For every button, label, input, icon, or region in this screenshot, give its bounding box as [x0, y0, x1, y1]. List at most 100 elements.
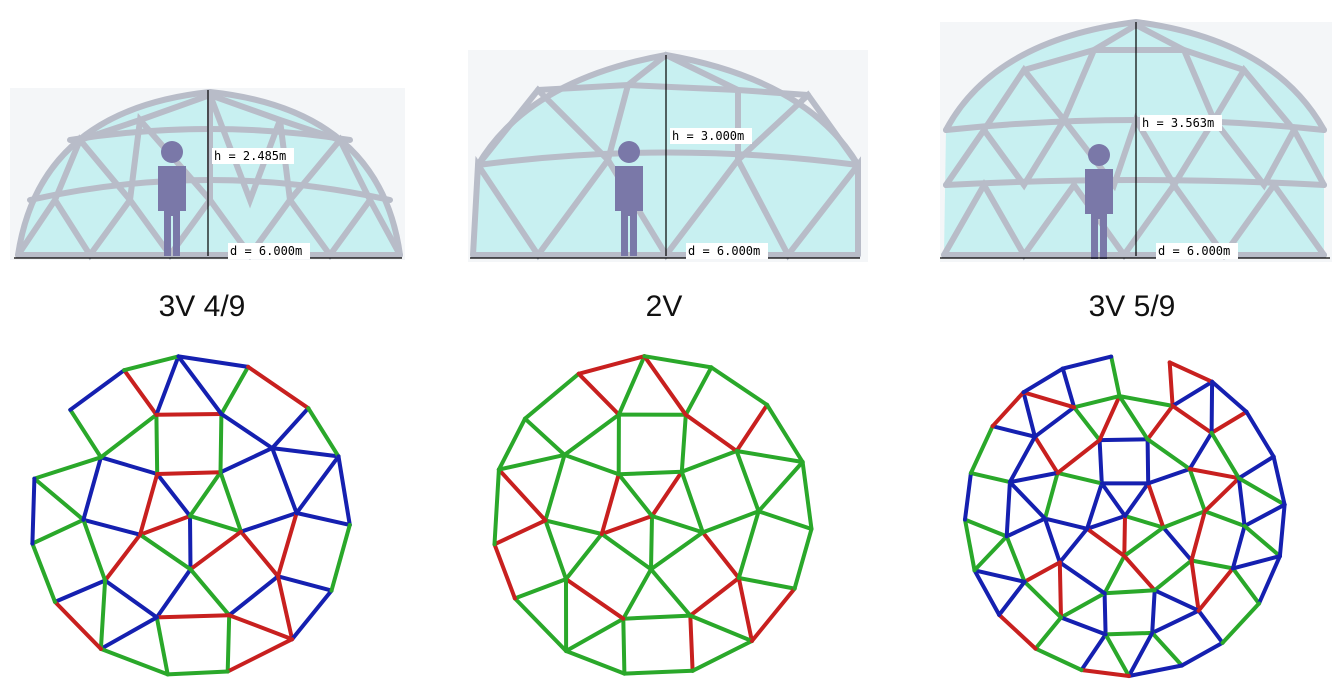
- strut-line: [32, 476, 86, 522]
- strut-line: [188, 470, 223, 518]
- strut-line: [1059, 591, 1107, 620]
- strut-line: [227, 574, 280, 618]
- strut-line: [155, 470, 223, 476]
- strut-line: [246, 364, 311, 411]
- strut-line: [1189, 509, 1207, 563]
- strut-line: [679, 449, 739, 474]
- strut-line: [30, 541, 57, 604]
- strut-line: [218, 470, 243, 534]
- strut-line: [1060, 366, 1077, 410]
- strut-line: [688, 576, 741, 618]
- strut-line: [736, 576, 754, 643]
- strut-line: [103, 578, 159, 620]
- strut-line: [599, 472, 621, 536]
- dome-2-height-label: h = 3.000m: [672, 129, 744, 143]
- strut-line: [294, 454, 341, 515]
- strut-line: [562, 452, 621, 477]
- strut-line: [1079, 632, 1108, 672]
- strut-line: [642, 354, 714, 370]
- strut-line: [543, 452, 567, 523]
- strut-line: [688, 613, 754, 643]
- strut-line: [1210, 379, 1249, 414]
- strut-line: [1022, 579, 1063, 620]
- strut-line: [963, 471, 973, 522]
- strut-line: [1196, 608, 1225, 645]
- strut-line: [1122, 514, 1127, 558]
- strut-line: [188, 514, 193, 572]
- strut-line: [1109, 354, 1122, 399]
- strut-line: [1057, 526, 1090, 565]
- strut-line: [649, 530, 705, 572]
- strut-line: [736, 576, 797, 591]
- strut-line: [1230, 554, 1282, 571]
- strut-line: [219, 364, 251, 416]
- strut-line: [188, 514, 243, 534]
- strut-line: [1196, 566, 1235, 613]
- strut-line: [1209, 379, 1215, 435]
- strut-line: [1187, 467, 1241, 481]
- strut-line: [1202, 476, 1241, 514]
- strut-line: [1007, 434, 1037, 485]
- strut-line: [239, 529, 280, 579]
- strut-line: [270, 406, 311, 451]
- strut-line: [679, 412, 688, 474]
- dome-1-caption: 3V 4/9: [158, 290, 246, 323]
- strut-line: [276, 574, 334, 593]
- strut-line: [1236, 476, 1247, 528]
- strut-line: [138, 472, 160, 537]
- strut-line: [690, 639, 754, 673]
- strut-line: [972, 568, 1027, 584]
- dome-3v-4-9-illustration: h = 2.485m d = 6.000m: [10, 88, 405, 261]
- strut-line: [165, 669, 230, 677]
- strut-line: [700, 530, 741, 580]
- strut-line: [1099, 481, 1127, 518]
- strut-line: [138, 514, 192, 537]
- strut-line: [972, 568, 1002, 617]
- strut-diagram-3v-5-9: [963, 354, 1287, 678]
- strut-line: [1085, 526, 1127, 558]
- strut-line: [756, 460, 805, 514]
- strut-line: [68, 407, 103, 460]
- strut-line: [968, 471, 1012, 485]
- strut-line: [1055, 470, 1104, 486]
- strut-line: [1209, 409, 1249, 435]
- strut-line: [154, 613, 232, 620]
- strut-line: [512, 577, 568, 601]
- strut-line: [523, 371, 581, 421]
- strut-line: [1187, 467, 1207, 514]
- strut-line: [1220, 601, 1261, 645]
- strut-line: [1103, 630, 1155, 637]
- strut-line: [1085, 514, 1127, 531]
- strut-line: [32, 455, 103, 481]
- strut-line: [1043, 516, 1062, 565]
- strut-line: [154, 412, 224, 417]
- strut-line: [98, 455, 160, 476]
- strut-line: [688, 613, 695, 673]
- strut-line: [1060, 354, 1114, 371]
- strut-line: [122, 354, 181, 373]
- strut-line: [1236, 476, 1287, 507]
- strut-line: [1043, 516, 1090, 531]
- strut-line: [1097, 438, 1104, 486]
- strut-line: [138, 532, 193, 572]
- strut-line: [800, 460, 814, 531]
- strut-line: [523, 416, 567, 457]
- strut-line: [492, 467, 501, 547]
- strut-line: [621, 616, 627, 676]
- strut-line: [1202, 509, 1247, 528]
- strut-line: [963, 517, 977, 573]
- strut-line: [81, 455, 103, 522]
- person-silhouette: [615, 141, 643, 256]
- strut-line: [1123, 481, 1151, 518]
- strut-line: [749, 586, 797, 643]
- strut-line: [1033, 646, 1084, 672]
- strut-line: [1123, 514, 1166, 530]
- strut-line: [1150, 608, 1201, 635]
- strut-line: [1117, 394, 1175, 408]
- strut-line: [155, 472, 192, 518]
- strut-line: [1085, 481, 1104, 531]
- strut-line: [239, 511, 299, 534]
- strut-line: [1032, 434, 1060, 475]
- strut-line: [1209, 430, 1241, 481]
- strut-line: [649, 514, 654, 572]
